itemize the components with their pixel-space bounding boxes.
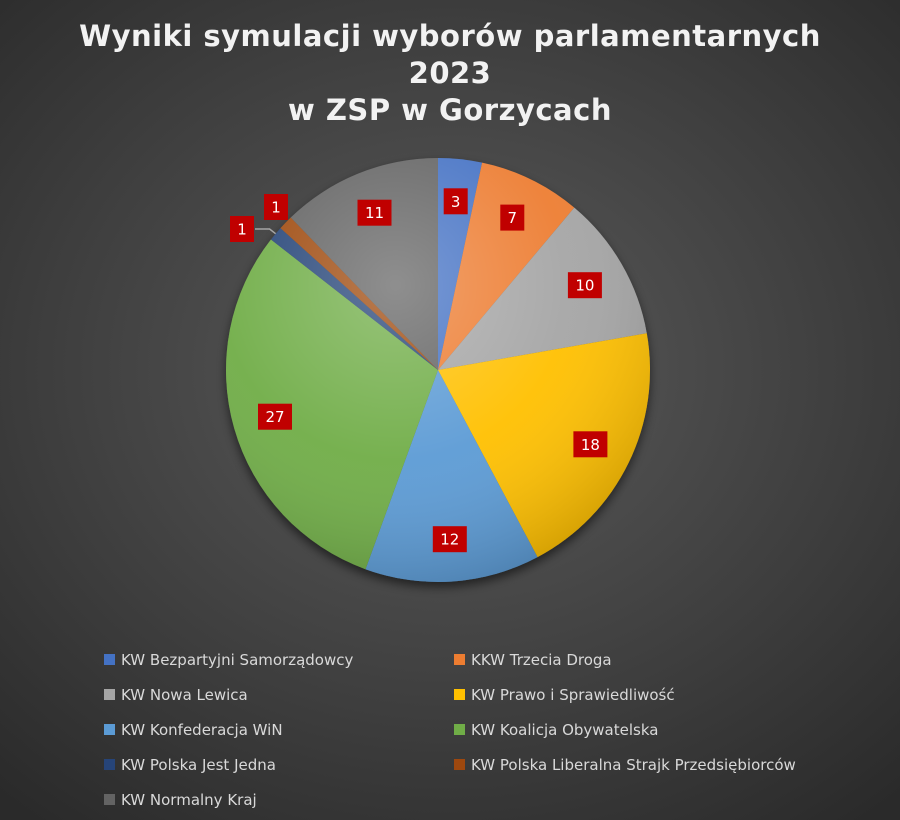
data-label-kw-prawo-i-sprawiedliwosc: 18 <box>573 431 608 458</box>
data-label-value: 1 <box>237 221 247 239</box>
chart-title-line-3: w ZSP w Gorzycach <box>288 93 612 127</box>
data-label-box <box>567 272 602 299</box>
data-label-kkw-trzecia-droga: 7 <box>500 204 525 231</box>
data-label-kw-bezpartyjni-samorzadowcy: 3 <box>443 188 468 215</box>
legend-label: KW Koalicja Obywatelska <box>471 720 659 739</box>
legend-entry-kw-polska-jest-jedna: KW Polska Jest Jedna <box>104 747 454 782</box>
leader-lines <box>255 228 277 235</box>
leader-line-kw-polska-jest-jedna <box>255 228 277 235</box>
legend-entry-kw-nowa-lewica: KW Nowa Lewica <box>104 677 454 712</box>
data-label-box <box>432 526 467 553</box>
data-label-box <box>357 199 392 226</box>
legend-entry-kw-konfederacja-win: KW Konfederacja WiN <box>104 712 454 747</box>
data-label-box <box>573 431 608 458</box>
legend-swatch <box>454 724 465 735</box>
data-label-value: 11 <box>365 204 384 222</box>
legend-swatch <box>454 654 465 665</box>
chart-title: Wyniki symulacji wyborów parlamentarnych… <box>0 18 900 129</box>
data-label-box <box>500 204 525 231</box>
data-label-kw-nowa-lewica: 10 <box>567 272 602 299</box>
data-label-value: 18 <box>581 436 600 454</box>
legend-label: KW Prawo i Sprawiedliwość <box>471 685 675 704</box>
data-label-box <box>264 194 288 220</box>
legend-swatch <box>104 724 115 735</box>
legend-label: KW Konfederacja WiN <box>121 720 283 739</box>
data-label-box <box>230 216 254 242</box>
legend-label: KKW Trzecia Droga <box>471 650 612 669</box>
legend-label: KW Bezpartyjni Samorządowcy <box>121 650 354 669</box>
legend-label: KW Nowa Lewica <box>121 685 248 704</box>
pie-shine <box>226 158 650 582</box>
data-label-kw-polska-jest-jedna: 1 <box>230 216 254 242</box>
data-label-value: 3 <box>451 193 461 211</box>
data-label-value: 10 <box>575 277 594 295</box>
legend: KW Bezpartyjni Samorządowcy KKW Trzecia D… <box>104 642 844 817</box>
legend-entry-kw-polska-liberalna-strajk-przedsiebiorcow: KW Polska Liberalna Strajk Przedsiębiorc… <box>454 747 824 782</box>
legend-entry-kw-normalny-kraj: KW Normalny Kraj <box>104 782 454 817</box>
legend-entry-kw-prawo-i-sprawiedliwosc: KW Prawo i Sprawiedliwość <box>454 677 824 712</box>
legend-label: KW Normalny Kraj <box>121 790 257 809</box>
data-label-value: 1 <box>271 199 281 217</box>
legend-swatch <box>104 759 115 770</box>
data-label-kw-polska-liberalna-strajk-przedsiebiorcow: 1 <box>264 194 288 220</box>
data-label-box <box>258 403 292 430</box>
data-label-value: 27 <box>265 408 284 426</box>
legend-entry-kkw-trzecia-droga: KKW Trzecia Droga <box>454 642 824 677</box>
legend-label: KW Polska Liberalna Strajk Przedsiębiorc… <box>471 755 796 774</box>
legend-entry-kw-bezpartyjni-samorzadowcy: KW Bezpartyjni Samorządowcy <box>104 642 454 677</box>
data-label-value: 7 <box>508 209 518 227</box>
legend-entry-kw-koalicja-obywatelska: KW Koalicja Obywatelska <box>454 712 824 747</box>
legend-swatch <box>104 689 115 700</box>
data-label-box <box>443 188 468 215</box>
data-label-kw-konfederacja-win: 12 <box>432 526 467 553</box>
legend-label: KW Polska Jest Jedna <box>121 755 276 774</box>
legend-swatch <box>104 794 115 805</box>
legend-swatch <box>454 759 465 770</box>
pie-shine-overlay <box>226 158 650 582</box>
chart-title-line-2: 2023 <box>408 56 492 90</box>
data-label-kw-normalny-kraj: 11 <box>357 199 392 226</box>
legend-swatch <box>454 689 465 700</box>
data-label-value: 12 <box>440 531 459 549</box>
chart-title-line-1: Wyniki symulacji wyborów parlamentarnych <box>79 19 821 53</box>
data-label-kw-koalicja-obywatelska: 27 <box>258 403 292 430</box>
legend-swatch <box>104 654 115 665</box>
